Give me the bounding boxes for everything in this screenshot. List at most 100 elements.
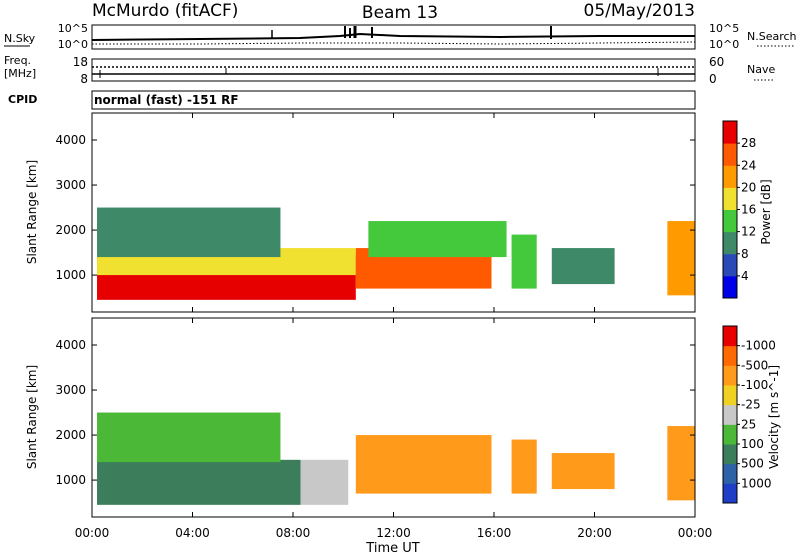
nave-tick-low: 0	[709, 72, 717, 86]
colorbar-segment	[723, 463, 737, 484]
colorbar-tick-label: 25	[741, 417, 756, 431]
power-ylabel: Slant Range [km]	[25, 160, 39, 264]
velocity-data-layer	[97, 412, 695, 505]
colorbar-tick-label: 20	[741, 180, 756, 194]
power-data-layer	[97, 207, 695, 300]
freq-label: Freq.	[4, 54, 31, 67]
freq-tick-high: 18	[73, 55, 88, 69]
scatter-region	[667, 221, 695, 296]
scatter-region	[551, 453, 615, 490]
colorbar-tick-label: 24	[741, 158, 756, 172]
colorbar-frame	[722, 325, 738, 504]
nsky-tick-low: 10^0	[58, 38, 88, 51]
scatter-region	[300, 459, 349, 505]
colorbar-segment	[723, 143, 737, 166]
colorbar-segment	[723, 385, 737, 406]
cpid-panel: CPID normal (fast) -151 RF	[8, 90, 696, 110]
scatter-region	[97, 459, 301, 505]
xtick-label: 00:00	[75, 526, 110, 540]
xtick-label: 16:00	[477, 526, 512, 540]
scatter-region	[511, 439, 537, 494]
freq-unit-label: [MHz]	[4, 67, 36, 80]
velocity-panel: 1000 2000 3000 4000 Slant Range [km] 1000 50…	[25, 317, 781, 518]
colorbar-tick-label: 16	[741, 203, 756, 217]
noise-panel: N.Sky 10^5 10^0 10^5 10^0 N.Search	[4, 22, 797, 51]
station-title: McMurdo (fitACF)	[92, 1, 238, 21]
cpid-label: CPID	[8, 93, 37, 106]
nave-label: Nave	[747, 63, 775, 76]
colorbar-segment	[723, 253, 737, 277]
colorbar-tick-label: -1000	[741, 339, 776, 353]
xtick-label: 12:00	[376, 526, 411, 540]
ytick-label: 2000	[55, 223, 86, 237]
nsearch-trace	[92, 41, 696, 45]
scatter-region	[97, 412, 281, 463]
colorbar-segment	[723, 404, 737, 425]
ytick-label: 4000	[55, 338, 86, 352]
velocity-colorbar: 1000 500 100 25 -25 -100 -500 -1000	[722, 325, 776, 504]
colorbar-segment	[723, 275, 737, 299]
time-axis-label: Time UT	[365, 541, 419, 554]
colorbar-segment	[723, 424, 737, 445]
power-colorbar: 4 8 12 16 20 24 28	[722, 120, 756, 299]
scatter-region	[355, 435, 492, 494]
colorbar-tick-label: -500	[741, 358, 768, 372]
velocity-colorbar-label: Velocity [m s^-1]	[767, 365, 781, 469]
xtick-label: 00:00	[678, 526, 713, 540]
power-yticks: 1000 2000 3000 4000	[55, 133, 695, 282]
scatter-region	[368, 221, 507, 258]
nsearch-tick-low: 10^0	[709, 38, 739, 51]
colorbar-segment	[723, 165, 737, 188]
colorbar-segment	[723, 209, 737, 233]
colorbar-tick-label: 4	[741, 269, 749, 283]
colorbar-tick-label: 8	[741, 247, 749, 261]
nsky-tick-high: 10^5	[58, 22, 88, 35]
ytick-label: 3000	[55, 383, 86, 397]
colorbar-segment	[723, 231, 737, 255]
nsearch-label: N.Search	[747, 30, 797, 43]
nsearch-tick-high: 10^5	[709, 22, 739, 35]
velocity-ylabel: Slant Range [km]	[25, 365, 39, 469]
time-axis: 00:00 04:00 08:00 12:00 16:00 20:00 00:00	[75, 113, 713, 540]
colorbar-tick-label: 1000	[741, 476, 772, 490]
ytick-label: 1000	[55, 268, 86, 282]
nsky-label: N.Sky	[4, 32, 36, 45]
colorbar-segment	[723, 483, 737, 504]
ytick-label: 1000	[55, 473, 86, 487]
scatter-region	[667, 426, 695, 501]
colorbar-segment	[723, 326, 737, 347]
colorbar-tick-label: 100	[741, 437, 764, 451]
date-title: 05/May/2013	[584, 1, 696, 21]
beam-title: Beam 13	[362, 3, 438, 23]
colorbar-tick-label: 28	[741, 136, 756, 150]
xtick-label: 08:00	[276, 526, 311, 540]
ytick-label: 3000	[55, 178, 86, 192]
ytick-label: 4000	[55, 133, 86, 147]
xtick-label: 20:00	[577, 526, 612, 540]
colorbar-segment	[723, 121, 737, 144]
colorbar-segment	[723, 365, 737, 386]
freq-panel: Freq. [MHz] 18 8 60 0 Nave	[4, 54, 775, 86]
scatter-region	[551, 248, 615, 285]
colorbar-tick-label: 12	[741, 225, 756, 239]
cpid-panel-frame	[91, 90, 696, 110]
xtick-label: 04:00	[175, 526, 210, 540]
power-panel: 1000 2000 3000 4000 Slant Range [km] 4 8 12 16…	[25, 112, 773, 313]
velocity-yticks: 1000 2000 3000 4000	[55, 338, 695, 487]
cpid-text: normal (fast) -151 RF	[94, 93, 239, 107]
colorbar-segment	[723, 345, 737, 366]
power-colorbar-label: Power [dB]	[759, 179, 773, 244]
noise-panel-frame	[91, 24, 696, 50]
colorbar-tick-label: -25	[741, 398, 761, 412]
freq-panel-frame	[91, 58, 696, 82]
ytick-label: 2000	[55, 428, 86, 442]
nave-tick-high: 60	[709, 55, 724, 69]
nsky-trace	[91, 32, 695, 41]
scatter-region	[511, 234, 537, 289]
scatter-region	[97, 207, 281, 258]
colorbar-segment	[723, 187, 737, 210]
freq-tick-low: 8	[80, 72, 88, 86]
colorbar-segment	[723, 444, 737, 465]
colorbar-tick-label: 500	[741, 457, 764, 471]
